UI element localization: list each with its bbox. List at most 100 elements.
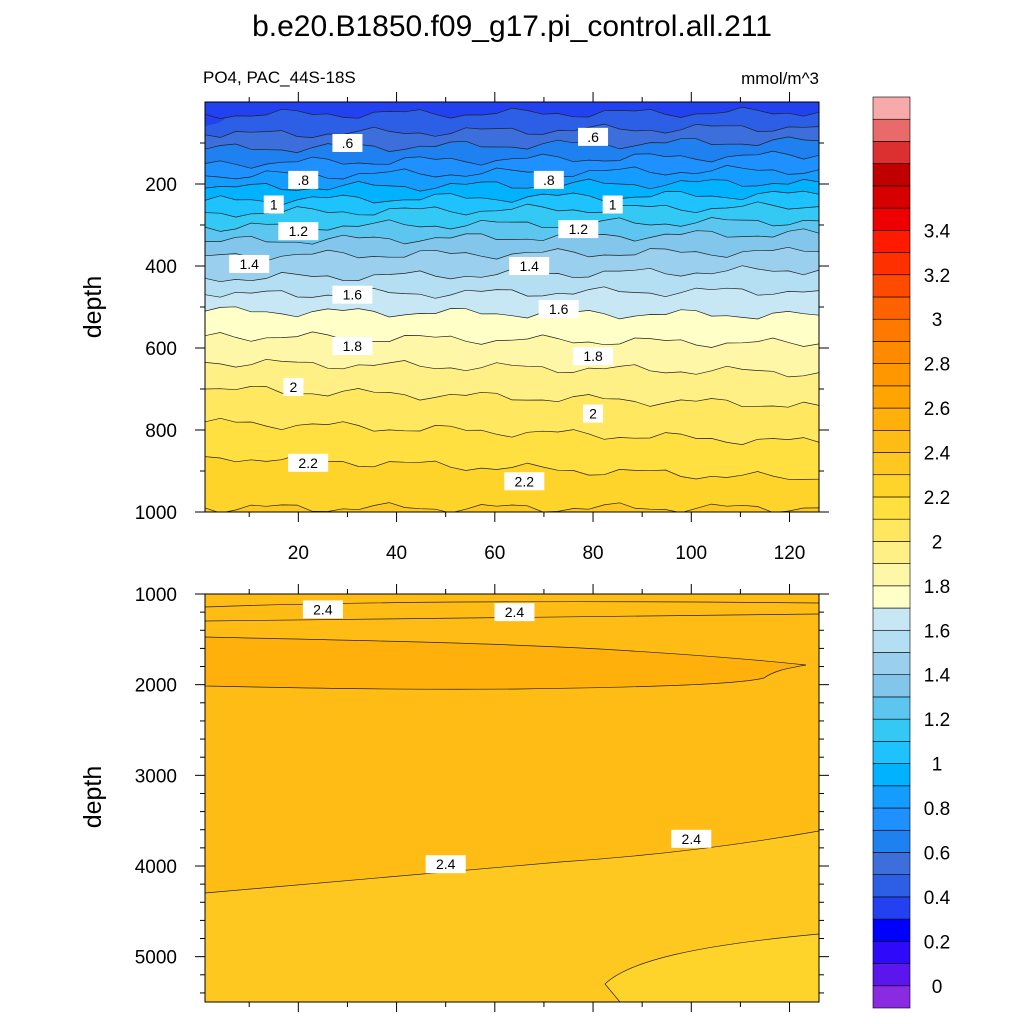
upper-contour-label-text: .8 bbox=[543, 172, 555, 188]
lower-contour-label-bg bbox=[425, 855, 466, 874]
colorbar-label: 2.2 bbox=[924, 488, 950, 509]
colorbar-label: 1 bbox=[932, 755, 943, 776]
upper-contour-label-bg bbox=[229, 254, 270, 273]
upper-panel-fill bbox=[205, 102, 819, 512]
colorbar-swatch bbox=[872, 96, 911, 120]
upper-contour-line bbox=[205, 358, 819, 378]
upper-contour-label-text: 2.2 bbox=[515, 473, 535, 489]
lower-y-tick-label: 5000 bbox=[135, 948, 177, 969]
lower-panel-ticks: 1000 2000 3000 4000 5000 bbox=[135, 584, 829, 1012]
colorbar-label: 1.2 bbox=[924, 710, 950, 731]
lower-y-tick-label: 3000 bbox=[135, 766, 177, 787]
colorbar-swatch bbox=[872, 274, 911, 298]
colorbar-label: 2 bbox=[932, 532, 943, 553]
colorbar-swatch bbox=[872, 963, 911, 987]
upper-contour-label: 1.4 bbox=[509, 257, 550, 275]
lower-contour-line bbox=[205, 636, 807, 690]
upper-panel-contour-labels: .6 .6 .8 .8 1 1 1.2 1.2 1.4 1.4 1.6 1.6 1.8 1.8 2 2 2.2 2… bbox=[229, 127, 623, 491]
upper-x-tick-label: 80 bbox=[582, 543, 603, 564]
colorbar-label: 0.8 bbox=[924, 799, 950, 820]
colorbar-swatch bbox=[872, 207, 911, 231]
upper-y-tick-label: 600 bbox=[145, 339, 177, 360]
left-subtitle: PO4, PAC_44S-18S bbox=[203, 68, 356, 87]
upper-contour-label-text: .8 bbox=[297, 172, 309, 188]
colorbar-swatch bbox=[872, 563, 911, 587]
upper-contour-label-bg bbox=[578, 127, 609, 146]
units-subtitle: mmol/m^3 bbox=[741, 69, 819, 88]
upper-contour-label-text: 1.6 bbox=[549, 301, 569, 317]
colorbar-swatch bbox=[872, 541, 911, 564]
upper-x-tick-label: 20 bbox=[288, 543, 309, 564]
colorbar-swatch bbox=[872, 407, 911, 431]
lower-contour-label: 2.4 bbox=[302, 600, 343, 619]
upper-contour-label-text: 1.6 bbox=[343, 287, 363, 303]
upper-x-tick-label: 40 bbox=[386, 543, 407, 564]
upper-contour-line bbox=[205, 228, 819, 245]
colorbar-swatch bbox=[872, 518, 911, 542]
lower-core-band bbox=[205, 637, 806, 690]
lower-contour-label-bg bbox=[671, 829, 712, 848]
upper-contour-label: .8 bbox=[288, 170, 319, 189]
upper-contour-label: 1.8 bbox=[573, 347, 614, 366]
lower-contour-label-bg bbox=[302, 600, 343, 619]
upper-contour-label-bg bbox=[263, 195, 284, 214]
upper-contour-line bbox=[205, 123, 819, 138]
colorbar-swatch bbox=[872, 896, 911, 920]
upper-min-patch bbox=[205, 102, 232, 126]
upper-y-axis-label: depth bbox=[79, 276, 107, 339]
colorbar-swatch bbox=[872, 185, 911, 209]
upper-contour-label-bg bbox=[332, 336, 373, 355]
lower-contour-label-text: 2.4 bbox=[682, 831, 702, 847]
upper-contour-label-text: 1.2 bbox=[569, 221, 589, 237]
upper-y-tick-label: 800 bbox=[145, 421, 177, 442]
lower-contour-label: 2.4 bbox=[671, 829, 712, 848]
upper-contour-label-text: 1.4 bbox=[239, 256, 259, 272]
upper-contour-label-bg bbox=[288, 453, 329, 472]
lower-contour-label-text: 2.4 bbox=[505, 604, 525, 620]
colorbar-label: 1.4 bbox=[924, 666, 951, 687]
lower-y-axis-label: depth bbox=[79, 766, 107, 829]
upper-contour-label: .6 bbox=[578, 127, 609, 146]
upper-contour-label-text: 2 bbox=[589, 406, 597, 422]
upper-panel-contours bbox=[205, 106, 819, 512]
lower-contour-line bbox=[604, 933, 819, 1002]
colorbar-swatch bbox=[872, 318, 911, 342]
upper-y-tick-label: 400 bbox=[145, 257, 177, 278]
upper-contour-label: 1 bbox=[602, 195, 623, 214]
upper-contour-label-bg bbox=[288, 170, 319, 189]
upper-y-tick-label: 200 bbox=[145, 175, 177, 196]
lower-panel-fill bbox=[205, 594, 819, 1002]
colorbar-swatch bbox=[872, 629, 911, 653]
upper-contour-label: 1.6 bbox=[538, 300, 579, 319]
colorbar-swatch bbox=[872, 852, 911, 875]
lower-contour-label: 2.4 bbox=[425, 855, 466, 874]
colorbar-swatch bbox=[872, 985, 911, 1009]
upper-contour-line bbox=[205, 331, 819, 348]
upper-x-tick-label: 120 bbox=[774, 543, 806, 564]
colorbar-label: 0.4 bbox=[924, 888, 951, 909]
colorbar-label: 3.2 bbox=[924, 266, 950, 287]
colorbar-label: 1.6 bbox=[924, 621, 950, 642]
colorbar-label: 0.2 bbox=[924, 932, 950, 953]
lower-y-tick-label: 2000 bbox=[135, 676, 177, 697]
colorbar-swatch bbox=[872, 918, 911, 942]
upper-contour-label: 1.6 bbox=[332, 285, 373, 304]
upper-contour-label: 1 bbox=[263, 195, 284, 214]
upper-contour-label-text: 1 bbox=[270, 197, 278, 213]
upper-contour-label: 1.2 bbox=[278, 222, 319, 241]
upper-contour-label-bg bbox=[332, 134, 363, 152]
upper-contour-line bbox=[205, 201, 819, 218]
colorbar bbox=[872, 96, 911, 1009]
colorbar-swatch bbox=[872, 763, 911, 787]
upper-contour-label-text: 1 bbox=[609, 197, 617, 213]
colorbar-swatch bbox=[872, 230, 911, 253]
upper-contour-label-text: 2 bbox=[290, 379, 298, 395]
colorbar-swatch bbox=[872, 607, 911, 631]
upper-contour-label-bg bbox=[583, 404, 604, 423]
upper-contour-label-text: .6 bbox=[587, 129, 599, 145]
colorbar-swatch bbox=[872, 118, 911, 142]
colorbar-swatch bbox=[872, 429, 911, 453]
upper-contour-label: 1.2 bbox=[558, 220, 599, 239]
upper-contour-label-text: .6 bbox=[342, 135, 354, 151]
